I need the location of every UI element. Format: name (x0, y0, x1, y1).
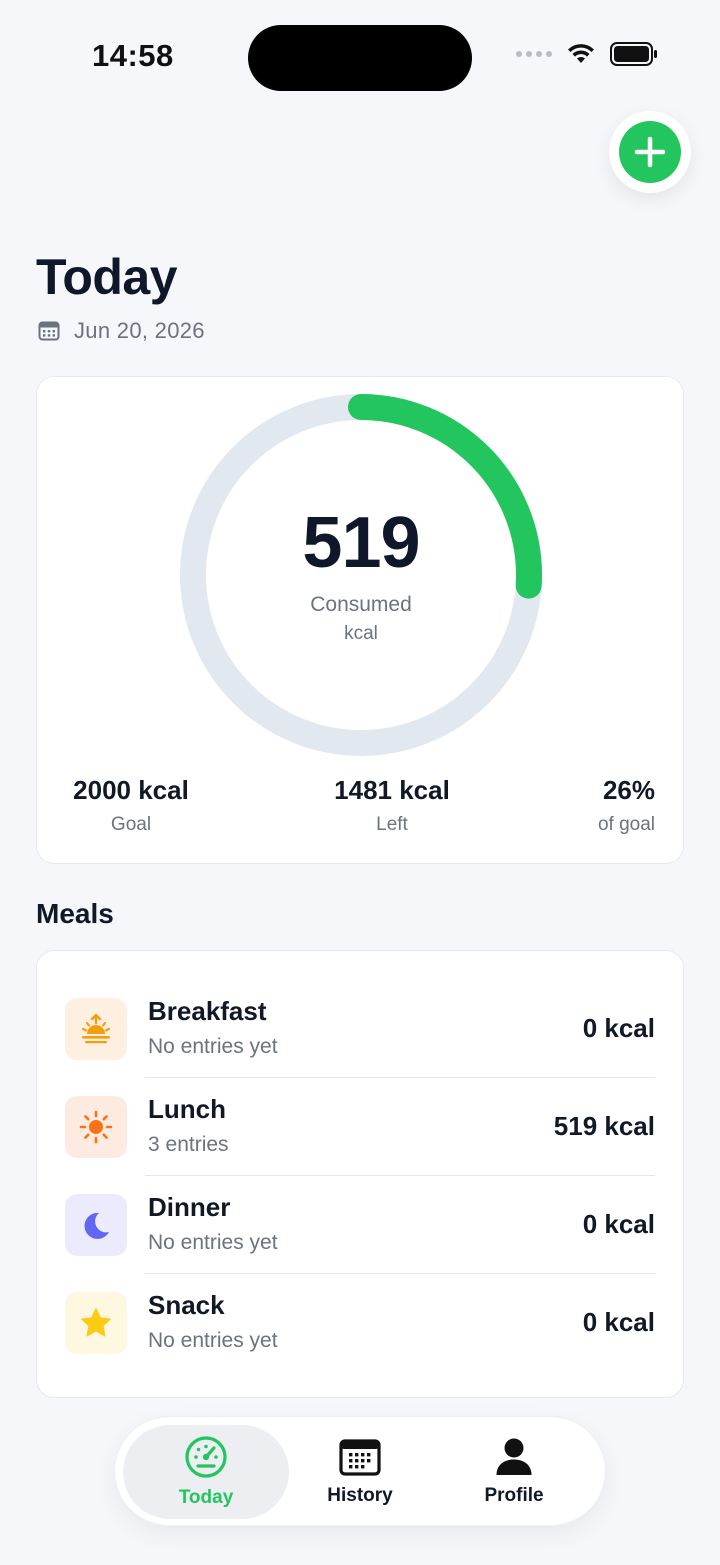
sunrise-icon (65, 998, 127, 1060)
meal-kcal: 519 kcal (553, 1111, 655, 1141)
tab-profile-label: Profile (484, 1485, 544, 1506)
stat-goal-value: 2000 kcal (73, 775, 189, 805)
meal-name: Lunch (148, 1094, 226, 1124)
meals-card: Breakfast No entries yet 0 kcal Lunch 3 … (36, 950, 684, 1398)
stat-percent-label: of goal (597, 814, 655, 835)
status-time: 14:58 (92, 38, 174, 73)
wifi-icon (568, 44, 594, 63)
meals-section-title: Meals (36, 898, 114, 929)
tab-history[interactable]: History (277, 1425, 443, 1519)
consumed-unit: kcal (344, 623, 378, 644)
tab-bar: Today History Profile (114, 1416, 606, 1526)
battery-icon (610, 42, 657, 66)
progress-ring (180, 394, 542, 756)
stat-goal-label: Goal (110, 814, 152, 835)
add-entry-button[interactable] (619, 121, 681, 183)
divider (145, 1077, 655, 1078)
stat-left-label: Left (376, 814, 408, 835)
progress-ring-fill (180, 394, 542, 756)
gauge-icon (185, 1436, 227, 1478)
add-button-container (609, 111, 691, 193)
tab-today[interactable]: Today (123, 1425, 289, 1519)
signal-dots-icon (516, 51, 552, 57)
divider (145, 1273, 655, 1274)
meal-name: Breakfast (148, 996, 267, 1026)
tab-today-label: Today (178, 1487, 234, 1508)
page-title: Today (36, 249, 178, 305)
plus-icon (634, 136, 666, 168)
calendar-icon (339, 1439, 381, 1476)
meal-row-dinner[interactable]: Dinner No entries yet 0 kcal (37, 1176, 683, 1274)
consumed-label: Consumed (310, 593, 412, 616)
meal-row-lunch[interactable]: Lunch 3 entries 519 kcal (37, 1078, 683, 1176)
calendar-small-icon (38, 321, 60, 341)
divider (145, 1175, 655, 1176)
person-icon (496, 1438, 532, 1475)
meal-kcal: 0 kcal (582, 1209, 655, 1239)
tab-profile[interactable]: Profile (431, 1425, 597, 1519)
stat-left: 1481 kcal Left (327, 775, 457, 836)
tab-history-label: History (327, 1485, 393, 1506)
consumed-value: 519 (302, 503, 420, 583)
ring-center: 519 Consumed kcal (179, 393, 543, 757)
stat-percent: 26% of goal (598, 775, 655, 836)
meal-kcal: 0 kcal (582, 1307, 655, 1337)
sun-icon (65, 1096, 127, 1158)
stat-goal: 2000 kcal Goal (65, 775, 197, 836)
meal-name: Dinner (148, 1192, 231, 1222)
meal-subtitle: No entries yet (148, 1329, 278, 1352)
meal-kcal: 0 kcal (582, 1013, 655, 1043)
stat-left-value: 1481 kcal (334, 775, 450, 805)
star-icon (65, 1292, 127, 1354)
meal-subtitle: 3 entries (148, 1133, 229, 1156)
meal-row-breakfast[interactable]: Breakfast No entries yet 0 kcal (37, 980, 683, 1078)
meal-row-snack[interactable]: Snack No entries yet 0 kcal (37, 1274, 683, 1372)
status-icons (516, 42, 658, 66)
meal-subtitle: No entries yet (148, 1231, 278, 1254)
date-row[interactable]: Jun 20, 2026 (38, 318, 205, 344)
moon-icon (65, 1194, 127, 1256)
calorie-summary-card: 519 Consumed kcal 2000 kcal Goal 1481 kc… (36, 376, 684, 864)
dynamic-island (248, 25, 472, 91)
meal-name: Snack (148, 1290, 225, 1320)
meal-subtitle: No entries yet (148, 1035, 278, 1058)
date-label: Jun 20, 2026 (74, 318, 205, 343)
stat-percent-value: 26% (602, 775, 655, 805)
